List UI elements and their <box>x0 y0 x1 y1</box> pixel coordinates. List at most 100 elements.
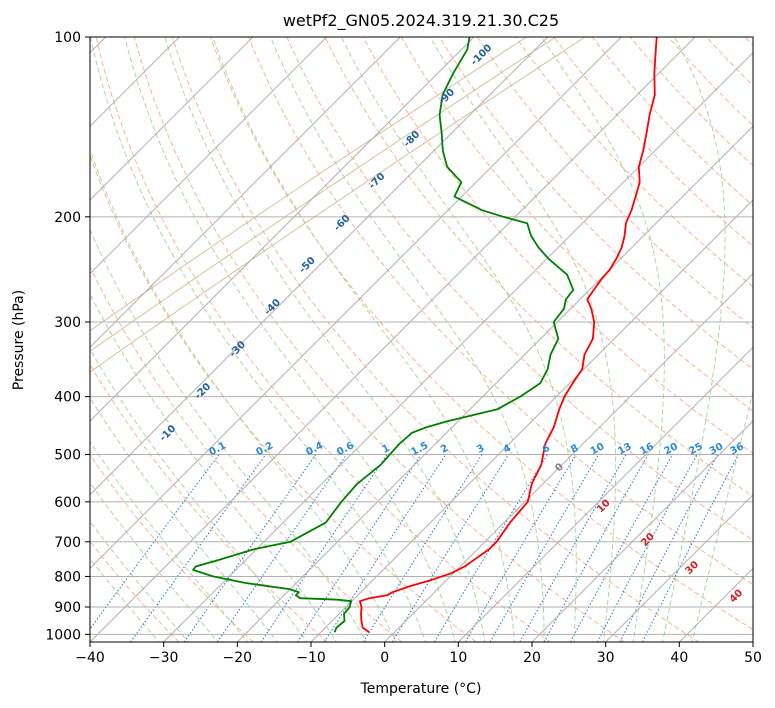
isotherm-line <box>752 641 753 642</box>
profiles <box>192 37 658 633</box>
dry-adiabat-line <box>133 37 625 642</box>
moist-adiabats <box>90 37 753 642</box>
y-tick-label: 1000 <box>45 627 81 643</box>
isotherm-line <box>384 272 753 642</box>
isotherm-line <box>457 346 753 642</box>
isotherm-line <box>90 37 549 496</box>
mixing-ratio-line <box>569 454 673 642</box>
dry-adiabat-line <box>210 37 753 631</box>
x-tick-label: −10 <box>296 650 326 666</box>
mixing-ratio-line <box>489 454 600 642</box>
plot-background <box>90 37 753 642</box>
mixing-ratio-label: 4 <box>502 443 513 456</box>
moist-adiabat-line <box>90 147 397 642</box>
x-tick-label: 20 <box>523 650 541 666</box>
isotherm-line <box>310 199 753 642</box>
mixing-ratio-line <box>297 454 422 642</box>
mixing-ratio-label: 2 <box>439 443 450 456</box>
mixing-ratio-label: 8 <box>569 443 580 456</box>
mixing-ratio-line <box>464 454 577 642</box>
x-tick-label: 40 <box>670 650 688 666</box>
dry-adiabat-line <box>438 37 753 370</box>
isotherms <box>90 37 753 642</box>
dry-adiabat-line <box>171 37 700 642</box>
mixing-ratio-line <box>362 454 483 642</box>
moist-adiabat-line <box>541 37 665 642</box>
isotherm-line <box>90 37 401 349</box>
moist-adiabat-line <box>90 482 219 642</box>
theta-e-curve <box>90 37 556 352</box>
mixing-ratio-line <box>543 454 649 642</box>
isotherm-line <box>236 125 753 642</box>
moist-adiabat-line <box>90 37 427 642</box>
x-tick-label: −30 <box>149 650 179 666</box>
mixing-ratio-label: 3 <box>475 443 486 456</box>
y-tick-label: 100 <box>54 30 81 46</box>
isotherm-line <box>605 493 753 642</box>
x-axis-title: Temperature (°C) <box>360 681 482 697</box>
moist-adiabat-line <box>212 37 516 642</box>
moist-adiabat-line <box>90 228 367 642</box>
dry-adiabat-line <box>324 37 753 498</box>
moist-adiabat-line <box>90 396 278 642</box>
mixing-ratio-line <box>519 454 627 642</box>
isotherm-line <box>90 37 622 570</box>
y-tick-label: 200 <box>54 210 81 226</box>
moist-adiabat-line <box>124 37 456 642</box>
dry-adiabat-line <box>95 37 551 642</box>
x-tick-label: −40 <box>75 650 105 666</box>
theta-e-curve <box>90 37 527 332</box>
mixing-ratio-lines <box>90 454 739 642</box>
y-tick-label: 300 <box>54 315 81 331</box>
x-tick-label: 0 <box>380 650 389 666</box>
isotherm-line <box>90 37 254 201</box>
mixing-ratio-label: 6 <box>541 443 552 456</box>
x-tick-label: 10 <box>449 650 467 666</box>
y-tick-label: 500 <box>54 448 81 464</box>
x-tick-label: −20 <box>223 650 253 666</box>
moist-adiabat-line <box>90 441 249 642</box>
theta-e-curve <box>90 37 586 373</box>
isotherm-line <box>90 37 328 275</box>
y-tick-label: 400 <box>54 390 81 406</box>
mixing-ratio-line <box>90 454 220 630</box>
y-tick-label: 700 <box>54 535 81 551</box>
mixing-ratio-label: 1 <box>380 443 391 456</box>
moist-adiabat-line <box>164 37 486 642</box>
x-tick-label: 50 <box>744 650 762 666</box>
moist-adiabat-line <box>340 37 577 642</box>
mixing-ratio-line <box>183 454 317 642</box>
isotherm-line <box>531 420 753 642</box>
x-axis: −40 −30 −20 −10 0 10 20 30 40 50 <box>75 642 762 666</box>
plot-area: 0.1 0.2 0.4 0.6 1 1.5 2 3 4 6 8 10 13 16 20 25 30 36-100-… <box>90 37 753 642</box>
dry-adiabat-line <box>90 453 254 642</box>
dry-adiabat-line <box>515 37 753 288</box>
dry-adiabat-line <box>362 37 753 455</box>
y-tick-label: 600 <box>54 495 81 511</box>
moist-adiabat-line <box>429 37 617 642</box>
dry-adiabat-line <box>90 540 180 642</box>
plot-frame <box>89 36 754 643</box>
moist-adiabat-line <box>691 389 753 642</box>
isotherm-line <box>163 51 753 642</box>
y-tick-label: 900 <box>54 600 81 616</box>
moist-adiabat-line <box>662 37 726 642</box>
dry-adiabat-line <box>90 363 328 642</box>
profile-line <box>359 37 658 633</box>
y-axis: 100 200 300 400 500 600 700 800 900 1000 <box>45 30 90 643</box>
chart-title: wetPf2_GN05.2024.319.21.30.C25 <box>283 11 559 31</box>
mixing-ratio-line <box>642 454 739 642</box>
moist-adiabat-line <box>90 292 337 642</box>
dry-adiabat-line <box>286 37 753 541</box>
mixing-ratio-line <box>323 454 447 642</box>
theta-curves <box>90 37 586 373</box>
y-tick-label: 800 <box>54 569 81 585</box>
moist-adiabat-line <box>270 37 545 642</box>
dry-adiabat-line <box>400 37 753 412</box>
mixing-ratio-line <box>433 454 548 642</box>
isobars <box>90 37 753 635</box>
dry-adiabat-line <box>248 37 753 586</box>
y-axis-title: Pressure (hPa) <box>11 290 27 390</box>
isotherm-line <box>90 37 475 422</box>
